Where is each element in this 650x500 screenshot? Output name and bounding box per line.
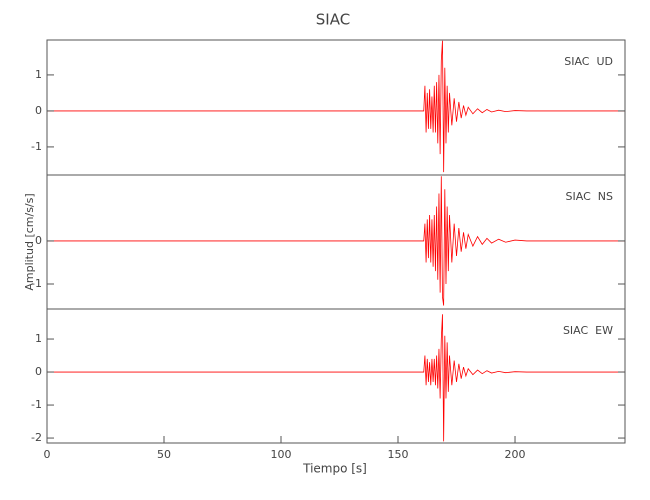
waveform [47, 314, 625, 442]
x-tick-label: 200 [505, 448, 526, 461]
y-tick-label: 0 [35, 234, 42, 247]
x-tick-label: 50 [157, 448, 171, 461]
x-axis-label: Tiempo [s] [302, 462, 367, 476]
panel-frame [46, 308, 626, 444]
trace-label: SIAC EW [563, 324, 613, 337]
x-tick-label: 100 [271, 448, 292, 461]
y-tick-label: 1 [35, 332, 42, 345]
panel-frame [46, 39, 626, 176]
y-tick-label: 1 [35, 68, 42, 81]
trace-label: SIAC NS [566, 190, 613, 203]
waveform [47, 176, 625, 306]
y-tick-label: 0 [35, 104, 42, 117]
y-tick-label: -1 [31, 398, 42, 411]
trace-label: SIAC UD [564, 55, 613, 68]
y-axis-label: Amplitud [cm/s/s] [23, 193, 36, 290]
x-tick-label: 150 [388, 448, 409, 461]
y-tick-label: -1 [31, 140, 42, 153]
panel-frame [46, 174, 626, 310]
chart-title: SIAC [316, 11, 350, 29]
x-tick-label: 0 [44, 448, 51, 461]
waveform [47, 40, 625, 173]
y-tick-label: -1 [31, 277, 42, 290]
y-tick-label: -2 [31, 431, 42, 444]
y-tick-label: 0 [35, 365, 42, 378]
